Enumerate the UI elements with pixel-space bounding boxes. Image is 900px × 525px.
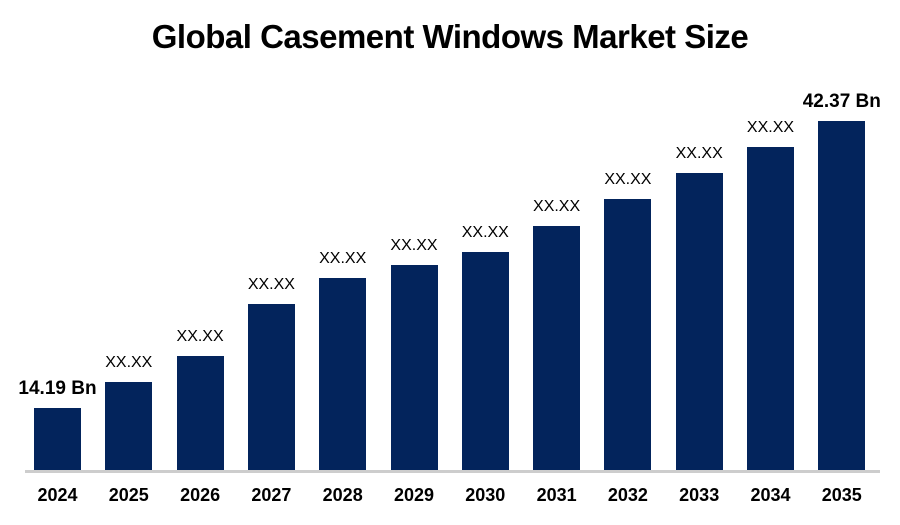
x-tick-label-2032: 2032 xyxy=(607,485,648,505)
bar-value-label-2024: 14.19 Bn xyxy=(18,378,97,399)
x-axis-line xyxy=(25,470,880,473)
bar-value-label-2035: 42.37 Bn xyxy=(802,91,881,112)
bar-2026 xyxy=(176,356,224,470)
bar-2035 xyxy=(818,121,866,470)
bar-2034 xyxy=(747,147,794,470)
x-tick-label-2026: 2026 xyxy=(180,485,221,505)
x-tick-label-2035: 2035 xyxy=(821,485,862,505)
bar-2032 xyxy=(604,199,652,470)
bar-value-label-2028: XX.XX xyxy=(319,250,367,267)
bar-value-label-2029: XX.XX xyxy=(390,237,438,254)
x-tick-label-2031: 2031 xyxy=(536,485,577,505)
bar-2033 xyxy=(675,173,723,470)
bar-value-label-2033: XX.XX xyxy=(675,145,723,162)
x-tick-label-2027: 2027 xyxy=(251,485,292,505)
bar-value-label-2031: XX.XX xyxy=(533,198,581,215)
bar-value-label-2034: XX.XX xyxy=(746,119,795,136)
bar-2025 xyxy=(105,382,153,470)
bar-2031 xyxy=(533,226,581,470)
bar-value-label-2026: XX.XX xyxy=(176,328,224,345)
bar-value-label-2030: XX.XX xyxy=(461,224,509,241)
bar-value-label-2025: XX.XX xyxy=(105,354,153,371)
bar-2029 xyxy=(390,265,438,470)
bar-2028 xyxy=(319,278,367,470)
x-tick-label-2033: 2033 xyxy=(679,485,720,505)
bar-2024 xyxy=(34,408,81,470)
x-tick-label-2025: 2025 xyxy=(108,485,149,505)
x-tick-label-2028: 2028 xyxy=(322,485,363,505)
x-tick-label-2030: 2030 xyxy=(465,485,506,505)
bar-2030 xyxy=(461,252,509,470)
x-tick-label-2029: 2029 xyxy=(393,485,435,505)
x-tick-label-2024: 2024 xyxy=(37,485,78,505)
bar-value-label-2032: XX.XX xyxy=(604,171,652,188)
bar-2027 xyxy=(247,304,295,470)
chart-title: Global Casement Windows Market Size xyxy=(151,18,749,55)
x-tick-label-2034: 2034 xyxy=(750,485,791,505)
bar-value-label-2027: XX.XX xyxy=(247,276,295,293)
